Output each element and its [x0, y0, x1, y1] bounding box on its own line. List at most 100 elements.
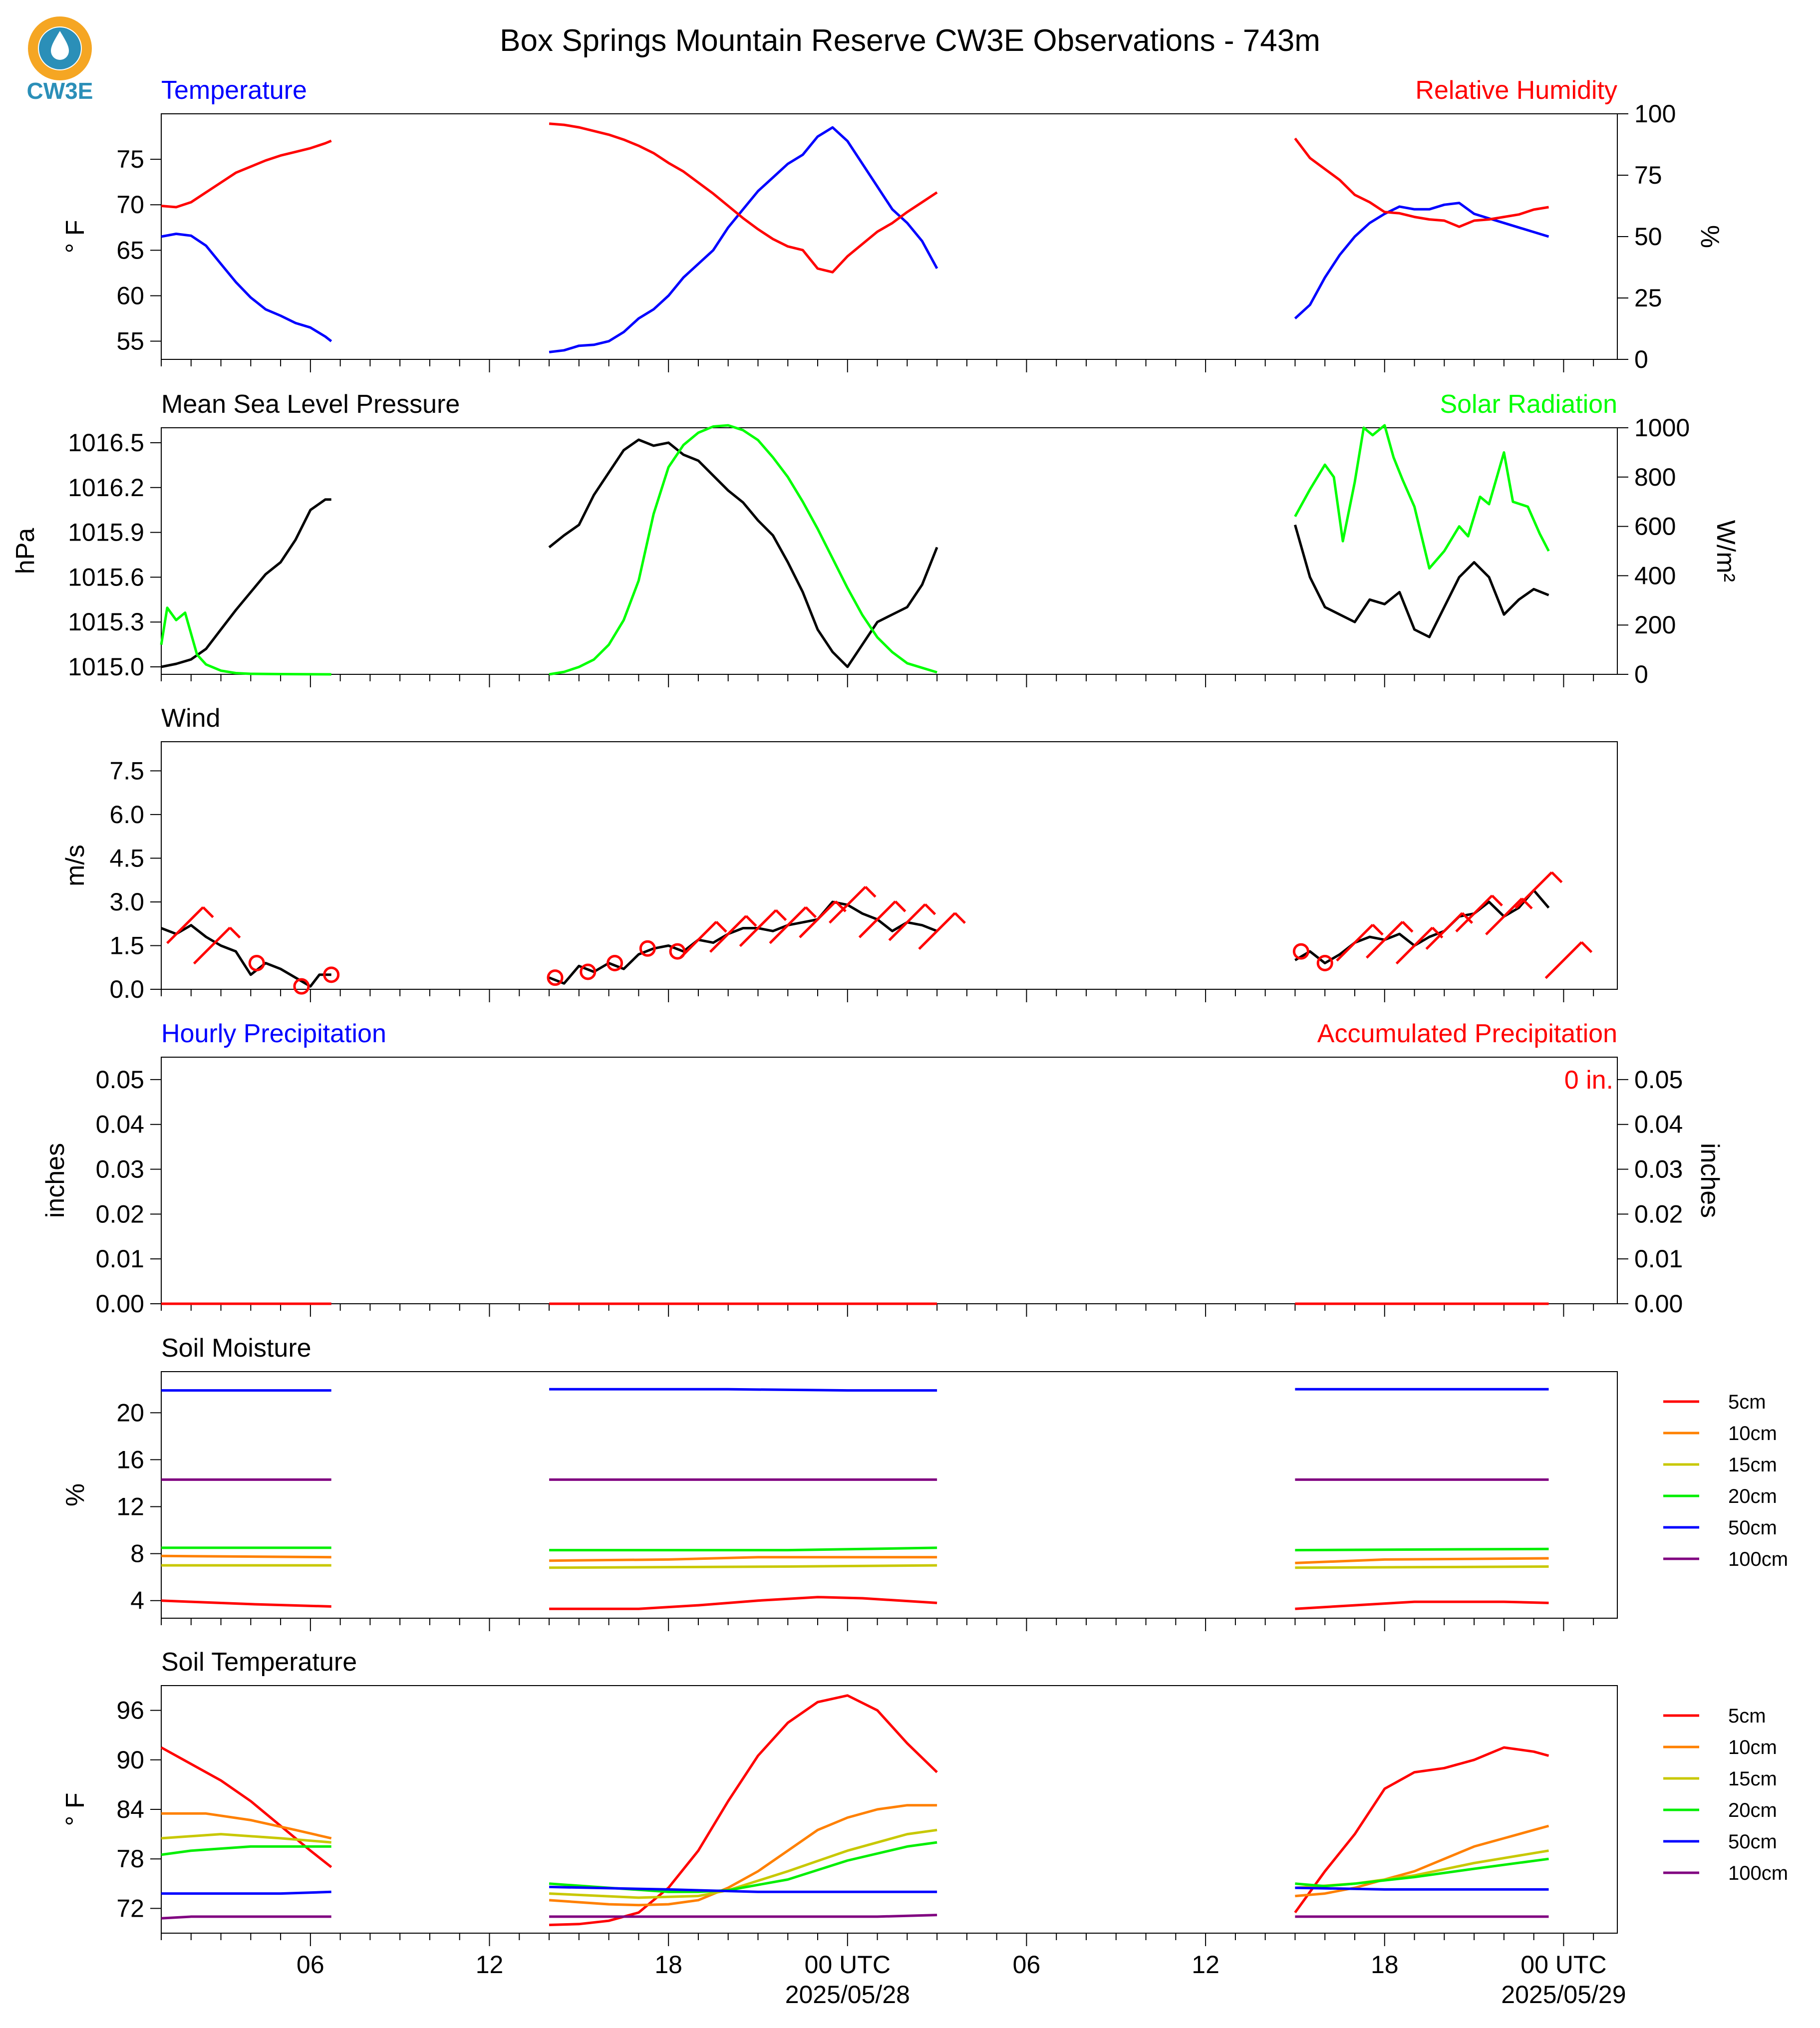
y-tick-label-left: 60	[116, 282, 144, 309]
panel-title-right: Solar Radiation	[1440, 390, 1617, 419]
wind-barb-feather	[745, 915, 757, 927]
y-tick-label-left: 0.05	[96, 1066, 144, 1094]
series-line-segment	[549, 1804, 937, 1907]
y-tick-label-right: 25	[1634, 284, 1662, 312]
y-tick-label-left: 1015.6	[68, 563, 144, 591]
series-line-segment	[1295, 1857, 1549, 1888]
series-line-segment	[1294, 889, 1550, 964]
series-line-segment	[161, 924, 331, 988]
legend-label: 5cm	[1728, 1391, 1766, 1413]
wind-barb-feather	[894, 900, 907, 912]
wind-barb-shaft	[1365, 921, 1404, 959]
wind-barb-shaft	[739, 909, 777, 947]
legend-label: 15cm	[1728, 1454, 1777, 1476]
panel-title-right: Relative Humidity	[1415, 76, 1617, 105]
wind-barb-shaft	[679, 921, 717, 959]
series-line-segment	[549, 1828, 937, 1899]
wind-barb-shaft	[1425, 912, 1464, 950]
wind-barb-shaft	[1515, 871, 1553, 909]
series-mean-sea-level-pressure	[161, 438, 1549, 668]
y-tick-label-left: 0.02	[96, 1200, 144, 1228]
y-tick-label-right: 0.00	[1634, 1290, 1683, 1318]
wind-barb-shaft	[888, 903, 926, 941]
series-line-segment	[1293, 524, 1549, 638]
y-tick-label-right: 200	[1634, 611, 1676, 639]
wind-barb-feather	[1461, 912, 1474, 924]
panel-2: 1015.0 1015.3 1015.6 1015.9 1016.2 1016.5 0 200…	[11, 390, 1740, 688]
y-axis-label-right: inches	[1695, 1143, 1724, 1218]
legend: 5cm 10cm 15cm 20cm 50cm 100cm	[1663, 1705, 1788, 1884]
x-tick-label: 18	[654, 1951, 682, 1979]
accumulated-total: 0 in.	[1564, 1066, 1613, 1095]
wind-barbs	[166, 871, 1593, 995]
series-line-segment	[549, 1914, 937, 1918]
wind-barb-feather	[775, 909, 787, 921]
wind-barb-shaft	[769, 906, 807, 944]
y-tick-label-left: 0.00	[96, 1290, 144, 1318]
wind-barb-feather	[1372, 923, 1384, 936]
wind-barb-shaft	[858, 900, 897, 938]
series-line-segment	[548, 438, 938, 668]
series-line-segment	[549, 424, 937, 676]
y-tick-label-left: 75	[116, 145, 144, 173]
y-axis-label-right: %	[1695, 225, 1724, 248]
y-tick-label-left: 20	[116, 1399, 144, 1427]
y-tick-label-right: 600	[1634, 513, 1676, 541]
wind-calm-marker	[248, 954, 265, 971]
series-line-segment	[1295, 1886, 1549, 1891]
panel-5: 4 8 12 16 20 Soil Moisture% 5cm 10cm 15cm 20cm 50c…	[61, 1334, 1788, 1631]
y-tick-label-left: 1016.5	[68, 429, 144, 457]
wind-calm-marker	[1316, 954, 1333, 971]
series-solar-radiation	[160, 424, 1550, 676]
panel-6: 72 78 84 90 96 Soil Temperature ° F 5cm 10cm 15cm…	[61, 1648, 1788, 2009]
series-line-segment	[549, 1694, 938, 1926]
wind-barb-feather	[1580, 941, 1593, 953]
series-line-segment	[549, 900, 938, 985]
wind-barb-feather	[954, 912, 966, 924]
wind-barb-shaft	[1336, 923, 1374, 962]
series-line-segment	[161, 498, 331, 668]
x-tick-label: 12	[476, 1951, 504, 1979]
legend-label: 100cm	[1728, 1862, 1788, 1884]
y-tick-label-left: 55	[116, 327, 144, 355]
y-tick-label-left: 4.5	[109, 844, 144, 872]
figure-title: Box Springs Mountain Reserve CW3E Observ…	[500, 23, 1320, 58]
y-tick-label-left: 84	[116, 1795, 144, 1823]
plot-frame	[161, 741, 1618, 990]
wind-barb-feather	[202, 906, 214, 918]
wind-barb-feather	[805, 906, 817, 918]
series-5cm	[161, 1596, 1549, 1610]
y-tick-label-left: 90	[116, 1746, 144, 1774]
y-axis-label-left: m/s	[61, 845, 90, 886]
panels-area: 55 60 65 70 75 0 25 50 75 100 Temperature Relative …	[11, 76, 1788, 2009]
wind-barb-feather	[924, 903, 936, 915]
y-tick-label-right: 0.01	[1634, 1245, 1683, 1273]
panel-3: 0.0 1.5 3.0 4.5 6.0 7.5 Wind m/s	[61, 704, 1618, 1003]
series-line-segment	[161, 1845, 331, 1856]
plot-frame	[161, 113, 1618, 360]
y-axis-label-left: inches	[41, 1143, 70, 1218]
series-line-segment	[549, 1564, 937, 1569]
y-tick-label-left: 3.0	[109, 888, 144, 916]
legend: 5cm 10cm 15cm 20cm 50cm 100cm	[1663, 1391, 1788, 1570]
wind-barb-shaft	[799, 900, 837, 938]
y-tick-label-left: 70	[116, 191, 144, 219]
plot-frame	[161, 1371, 1618, 1619]
series-wind-speed	[161, 889, 1550, 988]
y-tick-label-left: 96	[116, 1697, 144, 1725]
panel-title-left: Wind	[161, 704, 220, 733]
y-tick-label-right: 50	[1634, 223, 1662, 251]
series-line-segment	[1294, 137, 1549, 228]
y-tick-label-right: 0.02	[1634, 1200, 1683, 1228]
y-tick-label-left: 0.01	[96, 1245, 144, 1273]
wind-barb-feather	[865, 886, 877, 898]
y-tick-label-left: 16	[116, 1446, 144, 1473]
series-temperature	[161, 126, 1549, 353]
wind-barb-shaft	[1485, 897, 1523, 935]
wind-barb-feather	[1491, 894, 1503, 907]
series-line-segment	[1295, 1547, 1549, 1552]
y-tick-label-left: 1016.2	[68, 474, 144, 502]
wind-calm-marker	[1292, 943, 1309, 960]
series-line-segment	[1295, 1824, 1549, 1898]
